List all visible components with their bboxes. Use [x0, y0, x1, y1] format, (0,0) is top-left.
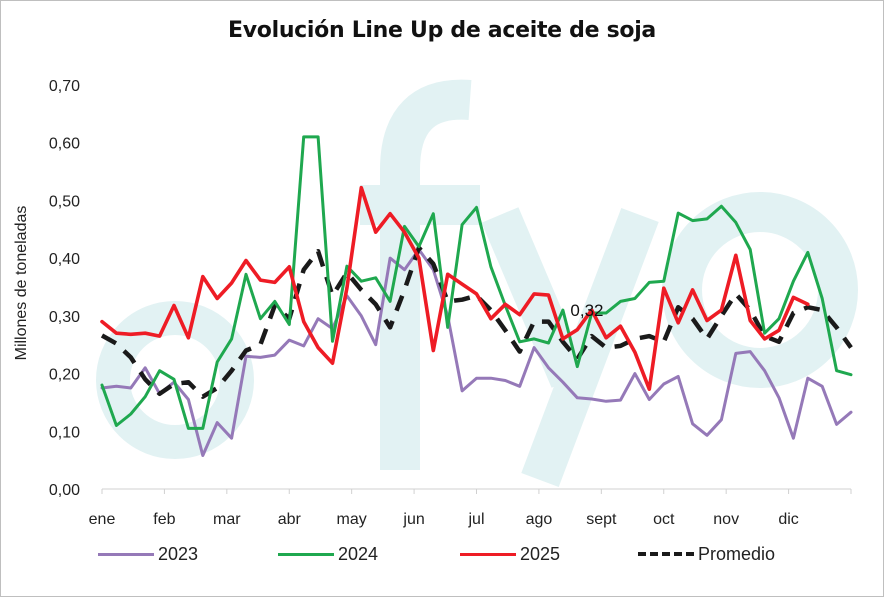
- series-line-2025: [100, 185, 810, 392]
- series-line-promedio: [100, 245, 853, 399]
- legend-label: 2024: [338, 543, 379, 564]
- y-axis: 0,00 0,10 0,20 0,30 0,40 0,50 0,60 0,70: [49, 78, 80, 499]
- y-tick-label: 0,70: [49, 78, 80, 95]
- x-tick-label-abr: abr: [278, 511, 302, 528]
- x-axis: ene feb mar abr may jun jul ago sept oct nov dic: [89, 488, 852, 528]
- watermark-f: [360, 79, 480, 470]
- x-tick-label-nov: nov: [713, 511, 739, 528]
- watermark-c: [96, 301, 254, 459]
- y-tick-label: 0,50: [49, 193, 80, 210]
- legend-label: 2023: [158, 543, 199, 564]
- annotation-label: 0,32: [570, 301, 603, 320]
- watermark-o: [662, 192, 858, 388]
- series-line-2024: [100, 135, 853, 430]
- watermark-y: [481, 207, 659, 488]
- x-tick-label-jun: jun: [402, 511, 424, 528]
- legend: 2023 2024 2025 Promedio: [0, 538, 884, 570]
- y-tick-label: 0,40: [49, 251, 80, 268]
- x-tick-label-ene: ene: [89, 511, 116, 528]
- legend-item-2023: 2023: [98, 538, 198, 570]
- x-tick-label-sept: sept: [586, 511, 617, 528]
- x-tick-label-mar: mar: [213, 511, 241, 528]
- y-tick-label: 0,20: [49, 367, 80, 384]
- legend-item-promedio: Promedio: [638, 538, 775, 570]
- chart-title: Evolución Line Up de aceite de soja: [228, 18, 656, 43]
- legend-item-2025: 2025: [460, 538, 560, 570]
- legend-swatch: [638, 552, 694, 556]
- legend-swatch: [98, 552, 154, 556]
- legend-label: 2025: [520, 543, 561, 564]
- x-tick-label-dic: dic: [778, 511, 798, 528]
- y-tick-label: 0,60: [49, 136, 80, 153]
- series-line-2023: [100, 248, 853, 457]
- y-axis-label: Millones de toneladas: [13, 205, 30, 361]
- series-lines: [100, 135, 853, 457]
- y-tick-label: 0,00: [49, 482, 80, 499]
- annotations: 0,32: [570, 301, 603, 320]
- x-tick-label-ago: ago: [526, 511, 553, 528]
- legend-swatch: [460, 552, 516, 556]
- legend-swatch: [278, 552, 334, 556]
- cfyo-watermark: [96, 79, 858, 488]
- x-tick-label-oct: oct: [653, 511, 675, 528]
- x-tick-label-may: may: [337, 511, 367, 528]
- legend-label: Promedio: [698, 543, 776, 564]
- x-tick-label-jul: jul: [467, 511, 484, 528]
- x-tick-label-feb: feb: [153, 511, 175, 528]
- y-tick-label: 0,30: [49, 309, 80, 326]
- y-tick-label: 0,10: [49, 424, 80, 441]
- legend-item-2024: 2024: [278, 538, 378, 570]
